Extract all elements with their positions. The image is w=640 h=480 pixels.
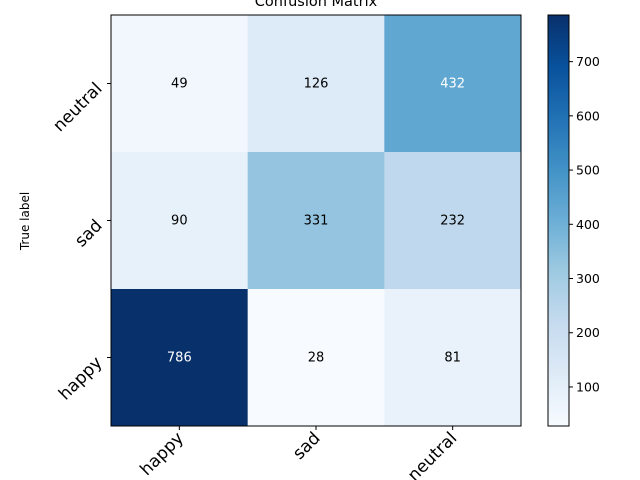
heatmap-cell xyxy=(384,289,522,427)
heatmap-cell xyxy=(247,15,385,153)
cell-value-label: 786 xyxy=(167,351,192,366)
x-tick-label: happy xyxy=(136,428,188,480)
colorbar-frame xyxy=(547,14,570,427)
y-axis-label: True label xyxy=(18,192,32,251)
heatmap-cell xyxy=(384,15,522,153)
chart-title: Confusion Matrix xyxy=(255,0,378,10)
y-tick-label: neutral xyxy=(49,79,106,136)
x-tick-label: neutral xyxy=(404,428,461,480)
heatmap-cell xyxy=(111,289,249,427)
heatmap-cell xyxy=(111,152,249,290)
cell-value-label: 90 xyxy=(171,214,188,229)
cell-value-label: 331 xyxy=(304,214,329,229)
heatmap-cell xyxy=(111,15,249,153)
colorbar-tick-label: 300 xyxy=(576,271,600,286)
colorbar: 100 200 300 400 500 600 700 xyxy=(547,14,600,427)
cell-value-label: 28 xyxy=(308,351,325,366)
cell-value-label: 232 xyxy=(440,214,465,229)
heatmap-cell xyxy=(247,152,385,290)
colorbar-tick-label: 100 xyxy=(576,379,600,394)
y-tick-label: sad xyxy=(71,216,106,251)
y-tick-label: happy xyxy=(55,353,107,405)
cell-value-labels: 49 126 432 90 331 232 786 28 81 xyxy=(167,77,465,366)
heatmap-cell xyxy=(384,152,522,290)
x-tick-label: sad xyxy=(289,428,324,463)
colorbar-tick-label: 400 xyxy=(576,217,600,232)
heatmap-cells xyxy=(111,15,522,427)
cell-value-label: 126 xyxy=(304,77,329,92)
colorbar-tick-label: 700 xyxy=(576,54,600,69)
colorbar-tick-label: 200 xyxy=(576,325,600,340)
colorbar-tick-label: 600 xyxy=(576,108,600,123)
cell-value-label: 49 xyxy=(171,77,188,92)
y-axis: neutral sad happy xyxy=(49,79,111,405)
colorbar-gradient xyxy=(548,15,569,426)
colorbar-ticks: 100 200 300 400 500 600 700 xyxy=(569,54,600,394)
cell-value-label: 81 xyxy=(444,351,461,366)
heatmap-cell xyxy=(247,289,385,427)
cell-value-label: 432 xyxy=(440,77,465,92)
colorbar-tick-label: 500 xyxy=(576,163,600,178)
x-axis: happy sad neutral xyxy=(136,426,461,480)
